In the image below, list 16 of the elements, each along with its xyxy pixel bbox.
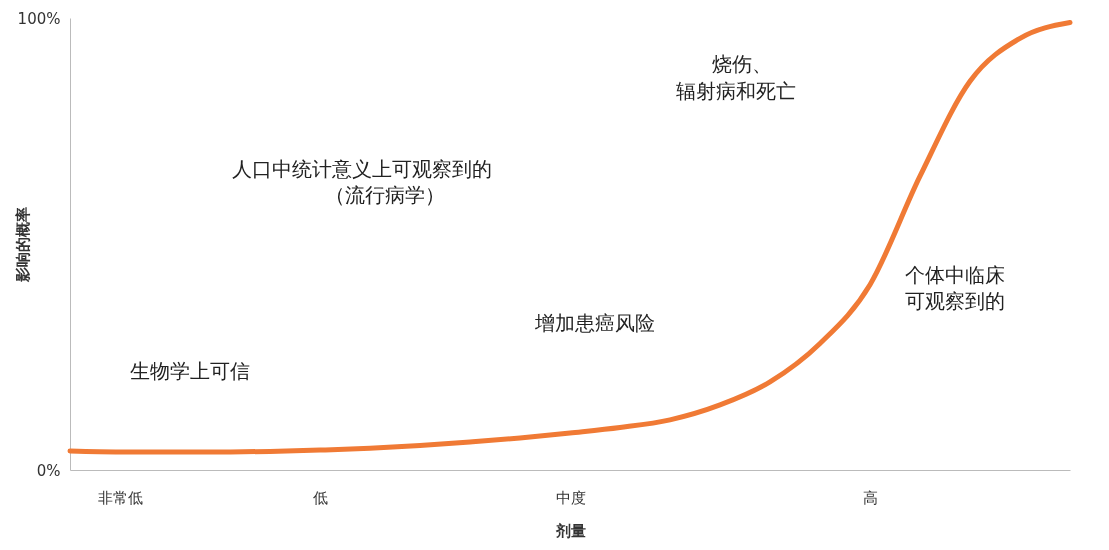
y-tick-label: 100% (17, 9, 61, 28)
annotation: 可观察到的 (905, 289, 1005, 313)
annotation: 个体中临床 (905, 263, 1005, 287)
x-tick-label: 高 (863, 488, 878, 507)
x-tick-label: 中度 (555, 488, 586, 507)
y-axis-title: 影响的概率 (13, 207, 32, 283)
annotation: 辐射病和死亡 (676, 79, 796, 103)
x-tick-label: 低 (313, 488, 328, 507)
x-tick-label: 非常低 (98, 488, 143, 507)
y-tick-label: 0% (36, 461, 61, 480)
annotation: 增加患癌风险 (534, 311, 655, 335)
annotation: 烧伤、 (712, 52, 772, 76)
annotation: 人口中统计意义上可观察到的 (232, 157, 492, 181)
x-axis-title: 剂量 (554, 521, 586, 540)
annotation: （流行病学） (325, 183, 445, 207)
annotation: 生物学上可信 (130, 359, 250, 383)
